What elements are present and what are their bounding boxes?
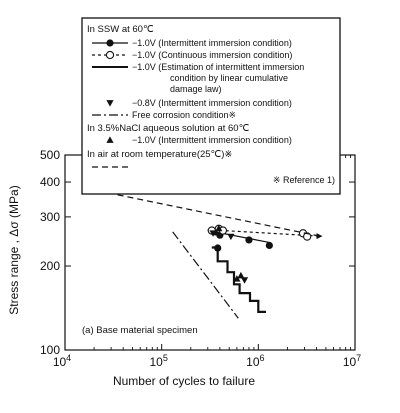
legend-reference-note: ※ Reference 1)	[273, 175, 335, 185]
y-tick-label: 200	[40, 259, 60, 273]
series-line-air_room_temperature	[117, 194, 320, 237]
legend-entry-text: −1.0V (Estimation of intermittent immers…	[132, 62, 304, 72]
legend-box: In SSW at 60℃ −1.0V (Intermittent immersi…	[81, 17, 341, 195]
runout-arrow	[316, 233, 323, 240]
legend-entry-text: Free corrosion condition※	[132, 110, 236, 120]
data-point-nacl_-1.0V_intermittent	[233, 275, 241, 282]
panel-label: (a) Base material specimen	[82, 325, 198, 336]
legend-entry-text: condition by linear cumulative	[170, 73, 288, 83]
series-line-ssw_free_corrosion	[172, 231, 239, 319]
x-tick-label: 104	[53, 353, 71, 369]
data-point-nacl_-1.0V_intermittent	[237, 271, 245, 279]
legend-marker-symbol	[106, 39, 114, 47]
legend-marker-symbol	[106, 136, 114, 143]
legend-entry-text: −1.0V (Continuous immersion condition)	[132, 50, 292, 60]
legend-entry-text: −1.0V (Intermittent immersion condition)	[132, 135, 292, 145]
x-axis-title: Number of cycles to failure	[113, 374, 255, 388]
y-tick-label: 300	[40, 210, 60, 224]
legend-marker-symbol	[105, 50, 115, 60]
legend-entry-text: damage law)	[170, 84, 222, 94]
y-tick-label: 400	[40, 175, 60, 189]
y-axis-title: Stress range , Δσ (MPa)	[7, 185, 21, 314]
data-point-nacl_-1.0V_intermittent	[215, 224, 223, 232]
data-point-ssw_-0.8V_intermittent	[227, 233, 235, 241]
legend-header: In SSW at 60℃	[87, 24, 154, 35]
data-point-ssw_-1.0V_intermittent	[265, 241, 273, 250]
legend-header: In 3.5%NaCl aqueous solution at 60℃	[87, 123, 250, 134]
y-tick-label: 100	[40, 343, 60, 357]
series-line-ssw_-1.0V_estimation	[211, 246, 266, 313]
legend-entry-text: −1.0V (Intermittent immersion condition)	[132, 38, 292, 48]
data-point-ssw_-0.8V_intermittent	[209, 230, 217, 237]
legend-header: In air at room temperature(25℃)※	[87, 149, 232, 160]
data-point-ssw_-0.8V_intermittent	[240, 277, 249, 284]
data-point-ssw_-1.0V_intermittent	[245, 236, 253, 244]
y-tick-label: 500	[40, 148, 60, 162]
legend-marker-symbol	[106, 100, 114, 107]
x-tick-label: 105	[149, 353, 167, 369]
x-tick-label: 106	[246, 353, 264, 369]
legend-entry-text: −0.8V (Intermittent immersion condition)	[132, 98, 292, 108]
legend-frame	[81, 17, 341, 195]
x-tick-label: 107	[343, 353, 361, 369]
